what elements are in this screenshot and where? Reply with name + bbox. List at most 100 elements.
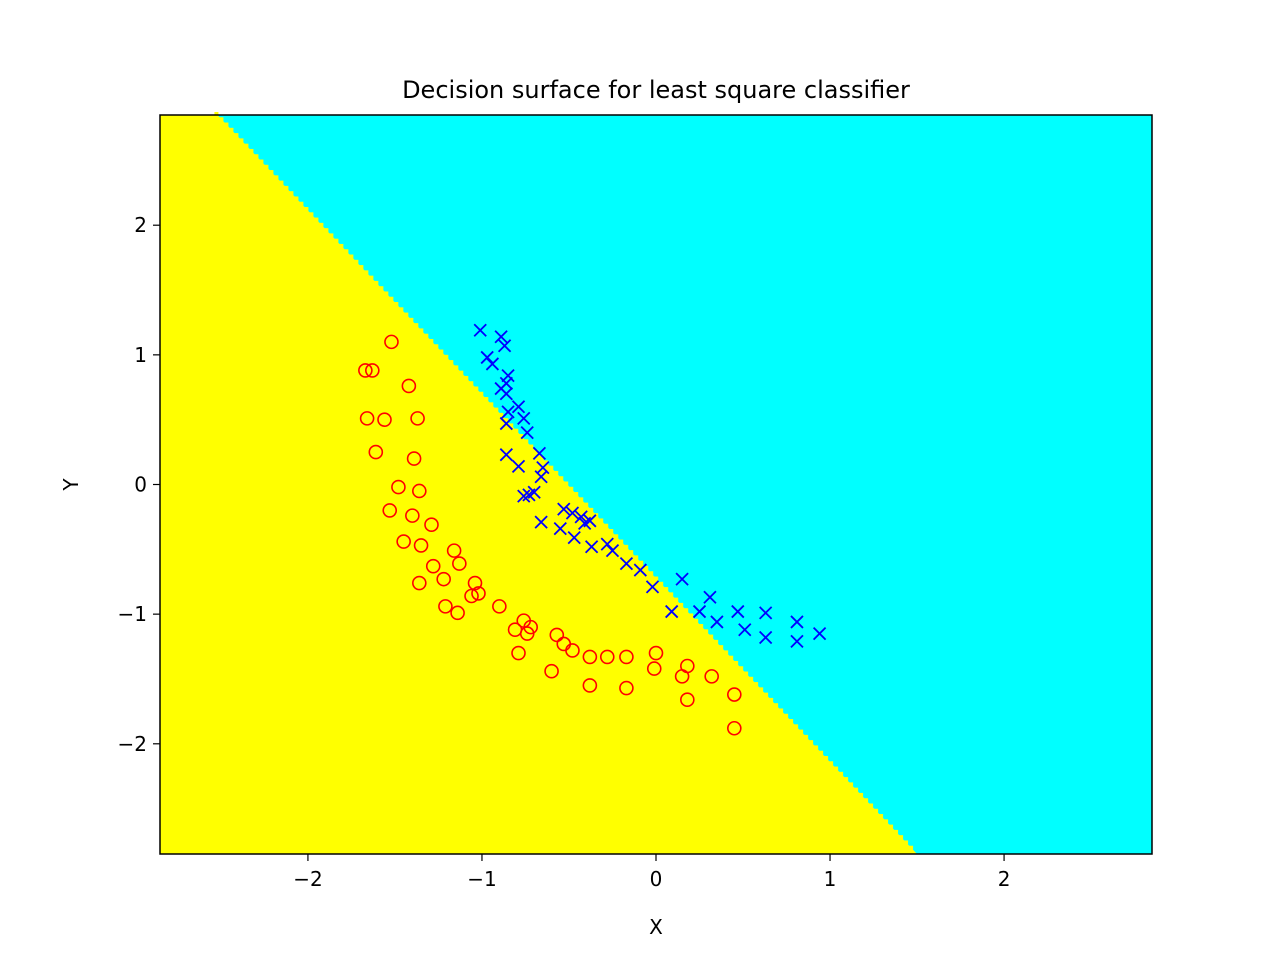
boundary-step bbox=[279, 180, 284, 185]
boundary-step bbox=[354, 259, 359, 264]
boundary-step bbox=[259, 159, 264, 164]
boundary-step bbox=[694, 618, 699, 623]
scatter-point bbox=[557, 502, 571, 516]
scatter-point bbox=[471, 586, 486, 601]
scatter-point bbox=[710, 615, 724, 629]
boundary-step bbox=[814, 745, 819, 750]
boundary-step bbox=[864, 798, 869, 803]
x-tick-label: 0 bbox=[650, 867, 663, 891]
scatter-point bbox=[406, 451, 422, 466]
boundary-step bbox=[289, 191, 294, 196]
boundary-step bbox=[569, 486, 574, 491]
boundary-step bbox=[664, 587, 669, 592]
scatter-point bbox=[520, 426, 534, 440]
scatter-point bbox=[790, 634, 804, 649]
boundary-step bbox=[644, 565, 649, 570]
scatter-point bbox=[492, 599, 507, 614]
scatter-point bbox=[494, 330, 508, 344]
scatter-point bbox=[384, 334, 399, 350]
boundary-step bbox=[799, 729, 804, 734]
boundary-step bbox=[889, 824, 894, 829]
boundary-step bbox=[549, 465, 554, 470]
boundary-step bbox=[439, 349, 444, 354]
boundary-step bbox=[574, 492, 579, 497]
boundary-step bbox=[774, 703, 779, 708]
boundary-step bbox=[874, 808, 879, 813]
boundary-step bbox=[479, 391, 484, 396]
boundary-step bbox=[654, 576, 659, 581]
boundary-step bbox=[509, 423, 514, 428]
boundary-step bbox=[374, 280, 379, 285]
boundary-step bbox=[429, 338, 434, 343]
boundary-step bbox=[904, 840, 909, 845]
scatter-point bbox=[578, 516, 592, 531]
x-tick-label: −2 bbox=[293, 867, 322, 891]
boundary-step bbox=[794, 724, 799, 729]
scatter-point bbox=[759, 606, 773, 620]
scatter-point bbox=[790, 615, 804, 629]
boundary-step bbox=[304, 207, 309, 212]
boundary-step bbox=[329, 233, 334, 238]
scatter-point bbox=[645, 580, 660, 594]
boundary-step bbox=[244, 143, 249, 148]
series-circles bbox=[358, 334, 742, 736]
boundary-step bbox=[284, 185, 289, 190]
y-axis-label: Y bbox=[59, 478, 83, 492]
scatter-point bbox=[517, 411, 531, 426]
boundary-step bbox=[369, 275, 374, 280]
boundary-step bbox=[419, 328, 424, 333]
scatter-point bbox=[680, 692, 695, 708]
boundary-step bbox=[604, 523, 609, 528]
boundary-step bbox=[344, 249, 349, 254]
boundary-step bbox=[269, 170, 274, 175]
boundary-step bbox=[324, 228, 329, 233]
scatter-point bbox=[565, 506, 580, 520]
boundary-step bbox=[254, 154, 259, 159]
boundary-step bbox=[534, 449, 539, 454]
boundary-step bbox=[524, 439, 529, 444]
boundary-step bbox=[399, 307, 404, 312]
boundary-step bbox=[769, 697, 774, 702]
y-tick-label: 0 bbox=[134, 473, 147, 497]
boundary-step bbox=[684, 608, 689, 613]
x-axis: −2 −1 0 1 2 bbox=[293, 854, 1010, 891]
boundary-step bbox=[754, 682, 759, 687]
scatter-point bbox=[648, 645, 664, 661]
boundary-step bbox=[519, 433, 524, 438]
boundary-step bbox=[224, 122, 229, 127]
boundary-step bbox=[829, 761, 834, 766]
boundary-step bbox=[724, 650, 729, 655]
scatter-point bbox=[759, 630, 773, 645]
scatter-point bbox=[467, 575, 483, 591]
boundary-step bbox=[229, 127, 234, 132]
boundary-step bbox=[379, 286, 384, 291]
boundary-step bbox=[334, 238, 339, 243]
boundary-step bbox=[359, 265, 364, 270]
x-axis-label: X bbox=[649, 915, 663, 939]
scatter-point bbox=[497, 339, 512, 353]
y-tick-label: −2 bbox=[118, 732, 147, 756]
boundary-step bbox=[634, 555, 639, 560]
boundary-step bbox=[779, 708, 784, 713]
scatter-point bbox=[424, 517, 439, 532]
scatter-point bbox=[534, 515, 548, 529]
scatter-point bbox=[358, 363, 373, 378]
scatter-point bbox=[499, 416, 513, 431]
boundary-step bbox=[349, 254, 354, 259]
plot-area bbox=[160, 112, 1152, 854]
boundary-step bbox=[659, 581, 664, 586]
boundary-step bbox=[589, 507, 594, 512]
chart-title: Decision surface for least square classi… bbox=[402, 76, 910, 104]
boundary-step bbox=[849, 782, 854, 787]
scatter-point bbox=[365, 363, 380, 378]
decision-boundary bbox=[214, 112, 914, 850]
boundary-step bbox=[909, 845, 914, 850]
scatter-point bbox=[522, 488, 536, 502]
scatter-point bbox=[499, 387, 513, 401]
boundary-step bbox=[704, 629, 709, 634]
boundary-step bbox=[364, 270, 369, 275]
boundary-step bbox=[649, 571, 654, 576]
boundary-step bbox=[879, 814, 884, 819]
boundary-step bbox=[529, 444, 534, 449]
boundary-step bbox=[744, 671, 749, 676]
